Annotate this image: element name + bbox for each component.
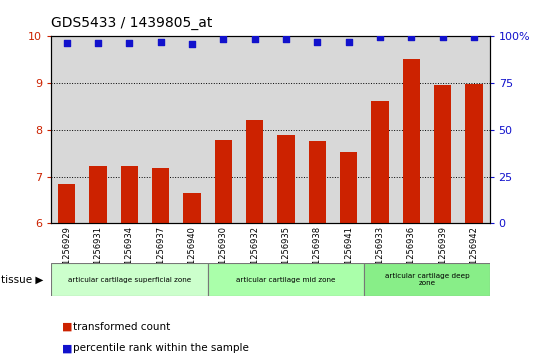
Bar xyxy=(114,36,145,223)
Text: percentile rank within the sample: percentile rank within the sample xyxy=(73,343,249,354)
Bar xyxy=(395,36,427,223)
Bar xyxy=(239,36,271,223)
Point xyxy=(282,36,291,41)
Bar xyxy=(89,166,107,223)
Bar xyxy=(215,140,232,223)
Bar xyxy=(51,263,208,296)
Text: tissue ▶: tissue ▶ xyxy=(1,274,44,285)
Point xyxy=(470,34,478,40)
Bar xyxy=(121,166,138,223)
Bar xyxy=(458,36,490,223)
Bar xyxy=(208,263,364,296)
Point xyxy=(438,34,447,40)
Bar xyxy=(145,36,176,223)
Text: articular cartilage superficial zone: articular cartilage superficial zone xyxy=(68,277,191,282)
Point xyxy=(157,38,165,44)
Text: transformed count: transformed count xyxy=(73,322,170,332)
Bar xyxy=(364,36,395,223)
Point xyxy=(313,38,322,44)
Text: GDS5433 / 1439805_at: GDS5433 / 1439805_at xyxy=(51,16,213,30)
Bar xyxy=(208,36,239,223)
Bar xyxy=(82,36,114,223)
Bar xyxy=(246,121,263,223)
Bar xyxy=(278,135,295,223)
Text: ■: ■ xyxy=(62,322,73,332)
Bar xyxy=(427,36,458,223)
Text: articular cartilage mid zone: articular cartilage mid zone xyxy=(236,277,336,282)
Point xyxy=(376,34,384,40)
Point xyxy=(125,40,134,46)
Bar xyxy=(402,59,420,223)
Bar xyxy=(333,36,364,223)
Bar xyxy=(176,36,208,223)
Point xyxy=(344,38,353,44)
Bar xyxy=(302,36,333,223)
Point xyxy=(62,40,71,46)
Text: ■: ■ xyxy=(62,343,73,354)
Bar xyxy=(465,84,483,223)
Bar xyxy=(371,101,388,223)
Point xyxy=(219,36,228,41)
Bar xyxy=(434,85,451,223)
Bar xyxy=(364,263,490,296)
Point xyxy=(94,40,102,46)
Bar xyxy=(340,152,357,223)
Bar xyxy=(58,184,75,223)
Bar xyxy=(270,36,302,223)
Point xyxy=(188,41,196,47)
Bar xyxy=(152,168,169,223)
Bar xyxy=(183,193,201,223)
Bar xyxy=(51,36,82,223)
Text: articular cartilage deep
zone: articular cartilage deep zone xyxy=(385,273,469,286)
Point xyxy=(250,36,259,41)
Point xyxy=(407,34,415,40)
Bar xyxy=(309,140,326,223)
